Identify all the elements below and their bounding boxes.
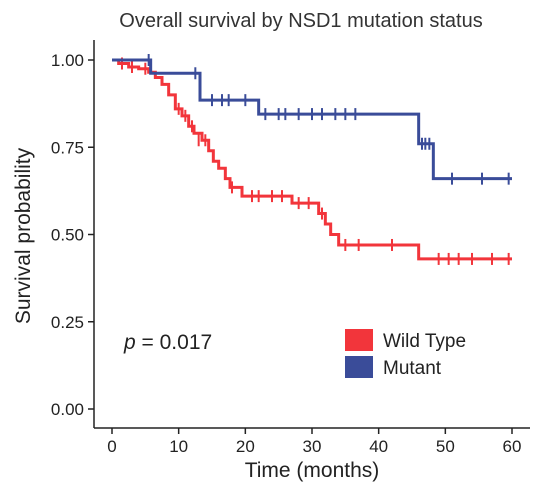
x-tick-label: 10 <box>169 437 188 456</box>
y-tick-label: 0.50 <box>51 226 84 245</box>
y-axis-title: Survival probability <box>12 147 35 324</box>
p-value-text: = 0.017 <box>136 331 212 354</box>
survival-curve-wild-type <box>112 58 512 261</box>
axis-ticks: 0 10 20 30 40 50 60 0.00 0.25 0.50 0.75 1.00 <box>51 51 522 456</box>
legend-label-wild-type: Wild Type <box>383 331 466 352</box>
p-value-annotation: p = 0.017 <box>123 331 212 354</box>
legend-swatch-mutant <box>345 356 373 378</box>
x-axis-title: Time (months) <box>245 459 380 482</box>
y-tick-label: 1.00 <box>51 51 84 70</box>
y-tick-label: 0.75 <box>51 138 84 157</box>
y-tick-label: 0.00 <box>51 400 84 419</box>
legend: Wild Type Mutant <box>345 329 466 379</box>
x-tick-label: 30 <box>303 437 322 456</box>
plot-area: 0 10 20 30 40 50 60 0.00 0.25 0.50 0.75 1.00 <box>51 40 530 456</box>
series-layer <box>112 54 512 265</box>
p-value-symbol: p <box>123 331 136 354</box>
x-tick-label: 20 <box>236 437 255 456</box>
x-tick-label: 40 <box>369 437 388 456</box>
x-tick-label: 50 <box>436 437 455 456</box>
survival-curve-mutant <box>112 58 512 181</box>
x-tick-label: 60 <box>503 437 522 456</box>
chart-title: Overall survival by NSD1 mutation status <box>119 10 482 32</box>
legend-swatch-wild-type <box>345 329 373 351</box>
y-tick-label: 0.25 <box>51 313 84 332</box>
x-tick-label: 0 <box>107 437 116 456</box>
legend-label-mutant: Mutant <box>383 358 442 379</box>
